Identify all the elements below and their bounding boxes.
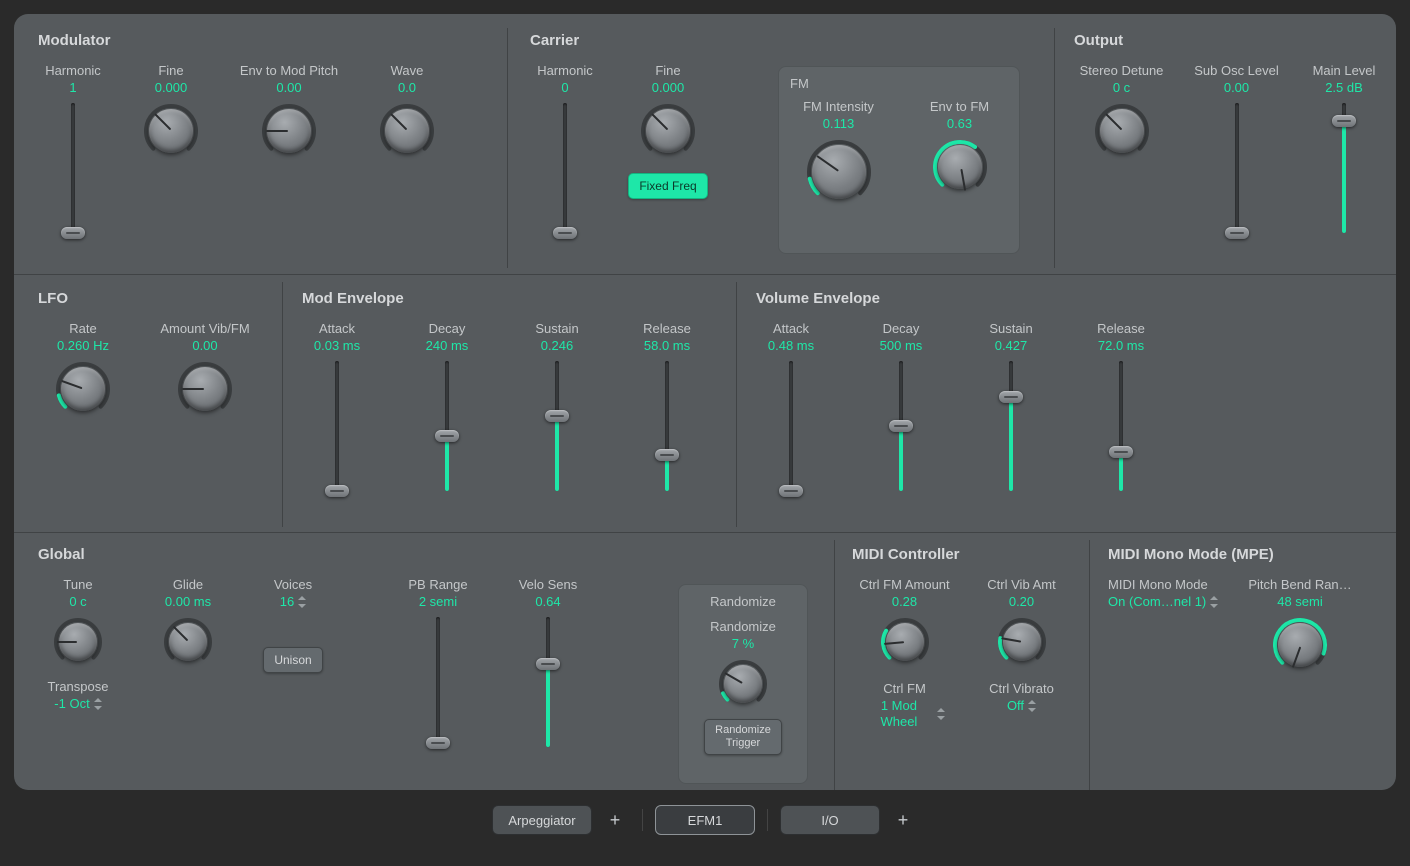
modenv-decay[interactable]: Decay 240 ms — [412, 321, 482, 491]
bottom-bar: Arpeggiator + EFM1 I/O + — [0, 800, 1410, 840]
vol-env-title: Volume Envelope — [756, 290, 1176, 307]
volenv-attack[interactable]: Attack 0.48 ms — [756, 321, 826, 491]
modenv-sustain[interactable]: Sustain 0.246 — [522, 321, 592, 491]
midi-mono-mode-select[interactable]: On (Com…nel 1) — [1108, 594, 1218, 610]
stepper-icon — [1028, 700, 1036, 712]
output-title: Output — [1074, 32, 1384, 49]
lfo-amount-knob[interactable]: Amount Vib/FM 0.00 — [150, 321, 260, 417]
ctrl-fm-amount-knob[interactable] — [880, 617, 930, 667]
randomize-trigger-button[interactable]: Randomize Trigger — [704, 719, 782, 755]
main-level-slider[interactable]: Main Level 2.5 dB — [1304, 63, 1384, 233]
mod-env-pitch-knob[interactable]: Env to Mod Pitch 0.00 — [234, 63, 344, 233]
add-after-button[interactable]: + — [888, 810, 918, 831]
modenv-release[interactable]: Release 58.0 ms — [632, 321, 702, 491]
env-to-fm-knob[interactable]: Env to FM 0.63 — [910, 99, 1010, 205]
global-glide-knob[interactable]: Glide 0.00 ms — [148, 577, 228, 667]
io-button[interactable]: I/O — [780, 805, 880, 835]
separator — [767, 809, 768, 831]
fm-intensity-knob[interactable]: FM Intensity 0.113 — [789, 99, 889, 205]
mod-wave-knob[interactable]: Wave 0.0 — [372, 63, 442, 233]
stereo-detune-knob[interactable]: Stereo Detune 0 c — [1074, 63, 1169, 233]
volenv-decay[interactable]: Decay 500 ms — [866, 321, 936, 491]
stepper-icon — [1210, 596, 1218, 608]
volenv-release[interactable]: Release 72.0 ms — [1086, 321, 1156, 491]
velo-sens-slider[interactable]: Velo Sens 0.64 — [508, 577, 588, 747]
fm-box: FM FM Intensity 0.113 Env to FM 0.63 — [778, 66, 1020, 254]
randomize-knob[interactable]: Randomize 7 % — [678, 619, 808, 709]
mod-harmonic[interactable]: Harmonic 1 — [38, 63, 108, 233]
arpeggiator-button[interactable]: Arpeggiator — [492, 805, 592, 835]
volenv-sustain[interactable]: Sustain 0.427 — [976, 321, 1046, 491]
randomize-box: Randomize Randomize 7 % Randomize Trigge… — [678, 584, 808, 784]
midi-mono-title: MIDI Mono Mode (MPE) — [1108, 546, 1378, 563]
mod-env-title: Mod Envelope — [302, 290, 722, 307]
fixed-freq-button[interactable]: Fixed Freq — [628, 173, 707, 199]
unison-button[interactable]: Unison — [263, 647, 322, 673]
ctrl-vibrato-select[interactable]: Off — [1007, 698, 1036, 713]
ctrl-fm-select[interactable]: 1 Mod Wheel — [865, 698, 945, 729]
stepper-icon — [94, 698, 102, 710]
lfo-rate-knob[interactable]: Rate 0.260 Hz — [38, 321, 128, 417]
add-before-button[interactable]: + — [600, 810, 630, 831]
modulator-title: Modulator — [38, 32, 498, 49]
synth-panel: Modulator Harmonic 1 Fine 0.000 Env to M… — [14, 14, 1396, 790]
car-harmonic[interactable]: Harmonic 0 — [530, 63, 600, 233]
global-title: Global — [38, 546, 828, 563]
lfo-title: LFO — [38, 290, 278, 307]
ctrl-vib-amt-knob[interactable] — [997, 617, 1047, 667]
pb-range-slider[interactable]: PB Range 2 semi — [398, 577, 478, 747]
car-fine-knob[interactable]: Fine 0.000 Fixed Freq — [628, 63, 708, 233]
stepper-icon — [937, 708, 944, 720]
mpe-pb-range-knob[interactable]: Pitch Bend Ran… 48 semi — [1240, 577, 1360, 673]
modenv-attack[interactable]: Attack 0.03 ms — [302, 321, 372, 491]
separator — [642, 809, 643, 831]
efm1-button[interactable]: EFM1 — [655, 805, 755, 835]
carrier-title: Carrier — [530, 32, 1040, 49]
global-voices[interactable]: 16 — [280, 594, 306, 609]
global-tune-knob[interactable]: Tune 0 c — [53, 577, 103, 667]
stepper-icon — [298, 596, 306, 608]
global-transpose[interactable]: Transpose -1 Oct — [48, 679, 109, 711]
mod-fine-knob[interactable]: Fine 0.000 — [136, 63, 206, 233]
midi-ctrl-title: MIDI Controller — [852, 546, 1082, 563]
sub-osc-slider[interactable]: Sub Osc Level 0.00 — [1189, 63, 1284, 233]
